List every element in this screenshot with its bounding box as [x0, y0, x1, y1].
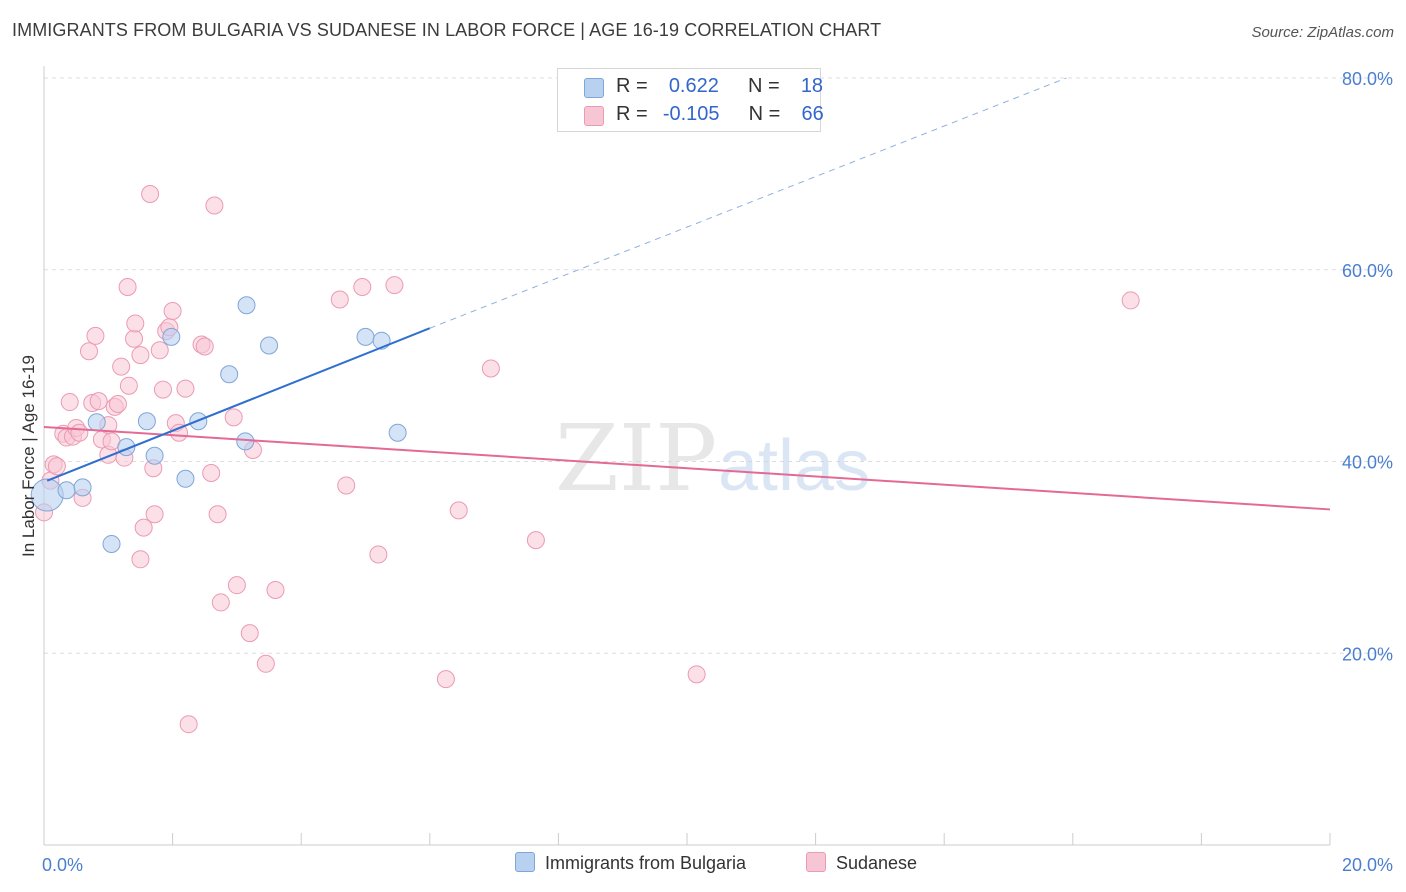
sudanese-point: [80, 342, 99, 361]
sudanese-point: [176, 379, 195, 398]
sudanese-point: [353, 278, 372, 297]
y-tick-label: 80.0%: [1342, 69, 1393, 89]
grid: [44, 77, 1392, 654]
sudanese-point: [687, 665, 706, 684]
legend-row-bulgaria: R = 0.622 N = 18: [558, 72, 824, 102]
bulgaria-point: [176, 469, 195, 488]
sudanese-point: [60, 393, 79, 412]
bulgaria-point: [57, 481, 76, 500]
sudanese-trend-line: [43, 425, 1331, 511]
sudanese-point: [256, 654, 275, 673]
bulgaria-point: [73, 478, 92, 497]
watermark-atlas: atlas: [718, 426, 870, 506]
sudanese-point: [150, 341, 169, 360]
legend-r-label: R =: [616, 103, 648, 125]
bulgaria-point: [87, 413, 106, 432]
sudanese-point: [227, 576, 246, 595]
sudanese-point: [141, 185, 160, 204]
sudanese-point: [112, 357, 131, 376]
sudanese-point: [224, 408, 243, 427]
sudanese-point: [131, 550, 150, 569]
legend-n-label: N =: [748, 75, 780, 97]
bulgaria-point: [102, 534, 121, 553]
sudanese-point: [337, 476, 356, 495]
sudanese-point: [86, 326, 105, 345]
legend-n-value: 66: [801, 103, 824, 125]
sudanese-point: [208, 505, 227, 524]
bulgaria-point: [388, 423, 407, 442]
y-tick-label: 20.0%: [1342, 644, 1393, 664]
sudanese-point: [202, 464, 221, 483]
sudanese-point: [131, 346, 150, 365]
sudanese-point: [436, 670, 455, 689]
legend-row-sudanese: R = -0.105 N = 66: [558, 100, 824, 130]
sudanese-point: [125, 329, 144, 348]
correlation-legend: R = 0.622 N = 18 R = -0.105 N = 66: [557, 68, 824, 132]
legend-r-value: 0.622: [668, 75, 719, 97]
sudanese-point: [526, 531, 545, 550]
series-label-sudanese: Sudanese: [836, 853, 918, 873]
series-swatch-sudanese: [806, 852, 826, 872]
sudanese-point: [211, 593, 230, 612]
legend-r-value: -0.105: [662, 103, 720, 125]
source-label: Source: ZipAtlas.com: [1251, 24, 1394, 41]
axes: 20.0% 40.0% 60.0% 80.0% 0.0% 20.0%: [42, 66, 1393, 875]
sudanese-point: [118, 278, 137, 297]
sudanese-point: [481, 359, 500, 378]
sudanese-point: [126, 314, 145, 333]
bulgaria-point: [356, 327, 375, 346]
watermark-zip: ZIP: [555, 405, 717, 512]
bulgaria-trend-extension: [429, 77, 1067, 329]
sudanese-point: [153, 380, 172, 399]
sudanese-point: [47, 457, 66, 476]
sudanese-point: [134, 518, 153, 537]
series-swatch-bulgaria: [515, 852, 535, 872]
sudanese-point: [266, 580, 285, 599]
bulgaria-point: [260, 336, 279, 355]
sudanese-point: [195, 337, 214, 356]
x-tick-label: 0.0%: [42, 855, 83, 875]
bulgaria-point: [237, 296, 256, 315]
y-tick-label: 60.0%: [1342, 261, 1393, 281]
trend-lines: [43, 77, 1331, 511]
legend-n-label: N =: [748, 103, 781, 125]
series-label-bulgaria: Immigrants from Bulgaria: [545, 853, 747, 873]
sudanese-point: [1121, 291, 1140, 310]
x-tick-label: 20.0%: [1342, 855, 1393, 875]
sudanese-point: [119, 376, 138, 395]
sudanese-point: [170, 423, 189, 442]
series-legend-bulgaria: Immigrants from Bulgaria: [515, 852, 746, 874]
legend-swatch-sudanese: [584, 106, 604, 126]
sudanese-point: [449, 501, 468, 520]
sudanese-point: [145, 505, 164, 524]
bulgaria-point: [162, 327, 181, 346]
series-legend-sudanese: Sudanese: [806, 852, 917, 874]
sudanese-point: [70, 423, 89, 442]
y-tick-label: 40.0%: [1342, 453, 1393, 473]
sudanese-point: [385, 276, 404, 295]
y-axis-label: In Labor Force | Age 16-19: [19, 355, 38, 557]
sudanese-point: [163, 301, 182, 320]
legend-n-value: 18: [800, 75, 824, 97]
sudanese-point: [205, 196, 224, 215]
bulgaria-trend-line: [46, 327, 431, 482]
chart-title: IMMIGRANTS FROM BULGARIA VS SUDANESE IN …: [12, 20, 882, 40]
data-points: [30, 185, 1140, 734]
sudanese-point: [89, 392, 108, 411]
bulgaria-point: [236, 432, 255, 451]
sudanese-point: [240, 624, 259, 643]
sudanese-point: [179, 715, 198, 734]
bulgaria-point: [220, 365, 239, 384]
sudanese-point: [330, 290, 349, 309]
series-legend: Immigrants from Bulgaria Sudanese: [0, 852, 1406, 878]
bulgaria-point: [137, 412, 156, 431]
sudanese-point: [369, 545, 388, 564]
watermark: ZIP atlas: [555, 405, 870, 512]
sudanese-point: [108, 394, 127, 413]
legend-r-label: R =: [616, 75, 648, 97]
bulgaria-point: [145, 446, 164, 465]
legend-swatch-bulgaria: [584, 78, 604, 98]
